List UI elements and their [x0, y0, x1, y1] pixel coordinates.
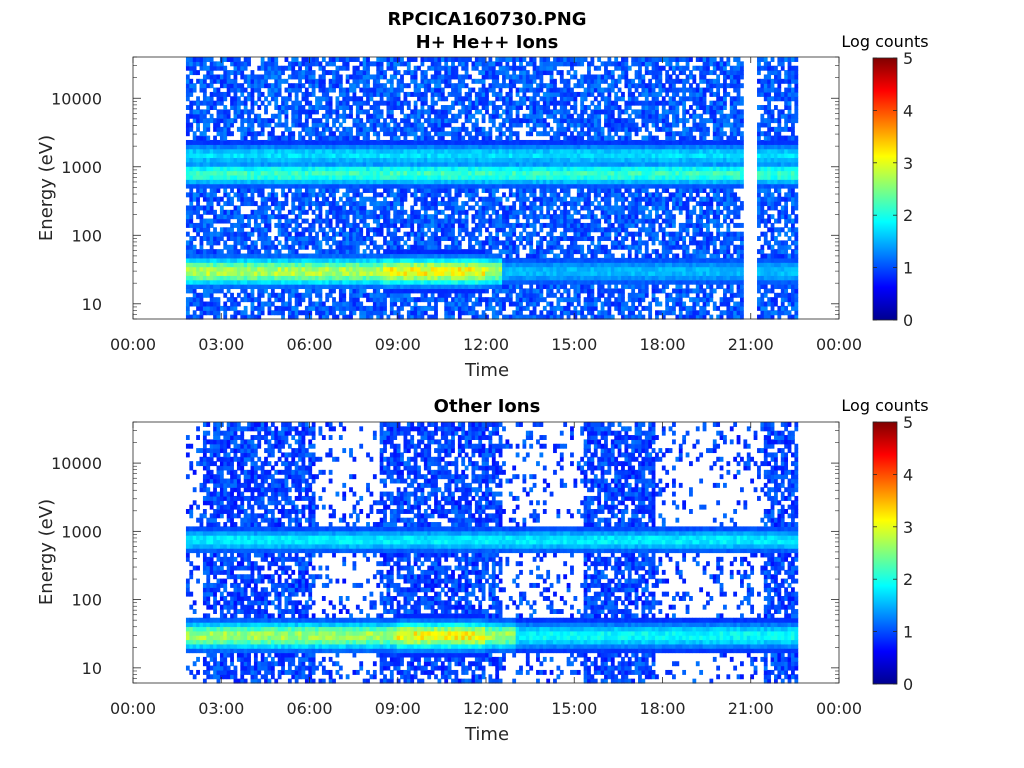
x-tick-label: 18:00 — [639, 335, 685, 354]
colorbar — [872, 421, 898, 685]
x-tick-label: 06:00 — [286, 699, 332, 718]
spectrogram-heatmap — [185, 422, 799, 684]
x-tick-label: 12:00 — [463, 335, 509, 354]
x-axis-label: Time — [464, 724, 509, 745]
y-tick-label: 10000 — [51, 89, 102, 108]
x-tick-label: 00:00 — [110, 335, 156, 354]
colorbar-tick-label: 1 — [903, 623, 913, 642]
y-tick-label: 100 — [71, 591, 102, 610]
x-tick-label: 06:00 — [286, 335, 332, 354]
x-axis-label: Time — [464, 360, 509, 381]
panel-other-ions: Other Ions 00:00 03:00 06:00 09:00 12:00 15:0… — [36, 396, 929, 745]
colorbar-tick-label: 3 — [903, 518, 913, 537]
panel-h-he-ions: H+ He++ Ions 00:00 03:00 06:00 09:00 12:00 15… — [36, 32, 929, 381]
colorbar-tick-label: 4 — [903, 101, 913, 120]
y-tick-label: 100 — [71, 226, 102, 245]
y-axis-label: Energy (eV) — [36, 499, 57, 605]
spectrogram-heatmap — [185, 57, 799, 320]
x-tick-label: 00:00 — [816, 335, 862, 354]
colorbar-tick-label: 2 — [903, 206, 913, 225]
x-tick-label: 03:00 — [198, 699, 244, 718]
y-tick-label: 10 — [82, 659, 102, 678]
colorbar-tick-label: 0 — [903, 311, 913, 330]
y-tick-label: 1000 — [61, 522, 102, 541]
x-tick-label: 21:00 — [728, 335, 774, 354]
x-tick-label: 18:00 — [639, 699, 685, 718]
colorbar-label: Log counts — [841, 396, 928, 415]
y-axis-label: Energy (eV) — [36, 135, 57, 241]
y-tick-label: 1000 — [61, 158, 102, 177]
colorbar-tick-label: 4 — [903, 465, 913, 484]
colorbar-tick-label: 5 — [903, 413, 913, 432]
colorbar-tick-label: 0 — [903, 675, 913, 694]
colorbar-tick-label: 3 — [903, 154, 913, 173]
panel-title: Other Ions — [434, 396, 541, 417]
y-tick-label: 10000 — [51, 454, 102, 473]
x-tick-label: 00:00 — [816, 699, 862, 718]
x-tick-label: 15:00 — [551, 699, 597, 718]
x-tick-label: 21:00 — [728, 699, 774, 718]
colorbar-label: Log counts — [841, 32, 928, 51]
colorbar-tick-label: 1 — [903, 259, 913, 278]
colorbar-tick-label: 5 — [903, 49, 913, 68]
x-tick-label: 00:00 — [110, 699, 156, 718]
colorbar — [872, 57, 898, 321]
colorbar-tick-label: 2 — [903, 570, 913, 589]
x-tick-label: 09:00 — [375, 699, 421, 718]
x-tick-label: 09:00 — [375, 335, 421, 354]
y-tick-label: 10 — [82, 295, 102, 314]
x-tick-label: 03:00 — [198, 335, 244, 354]
panel-title: H+ He++ Ions — [416, 32, 559, 53]
x-tick-label: 15:00 — [551, 335, 597, 354]
x-tick-label: 12:00 — [463, 699, 509, 718]
figure-title: RPCICA160730.PNG — [387, 9, 586, 30]
